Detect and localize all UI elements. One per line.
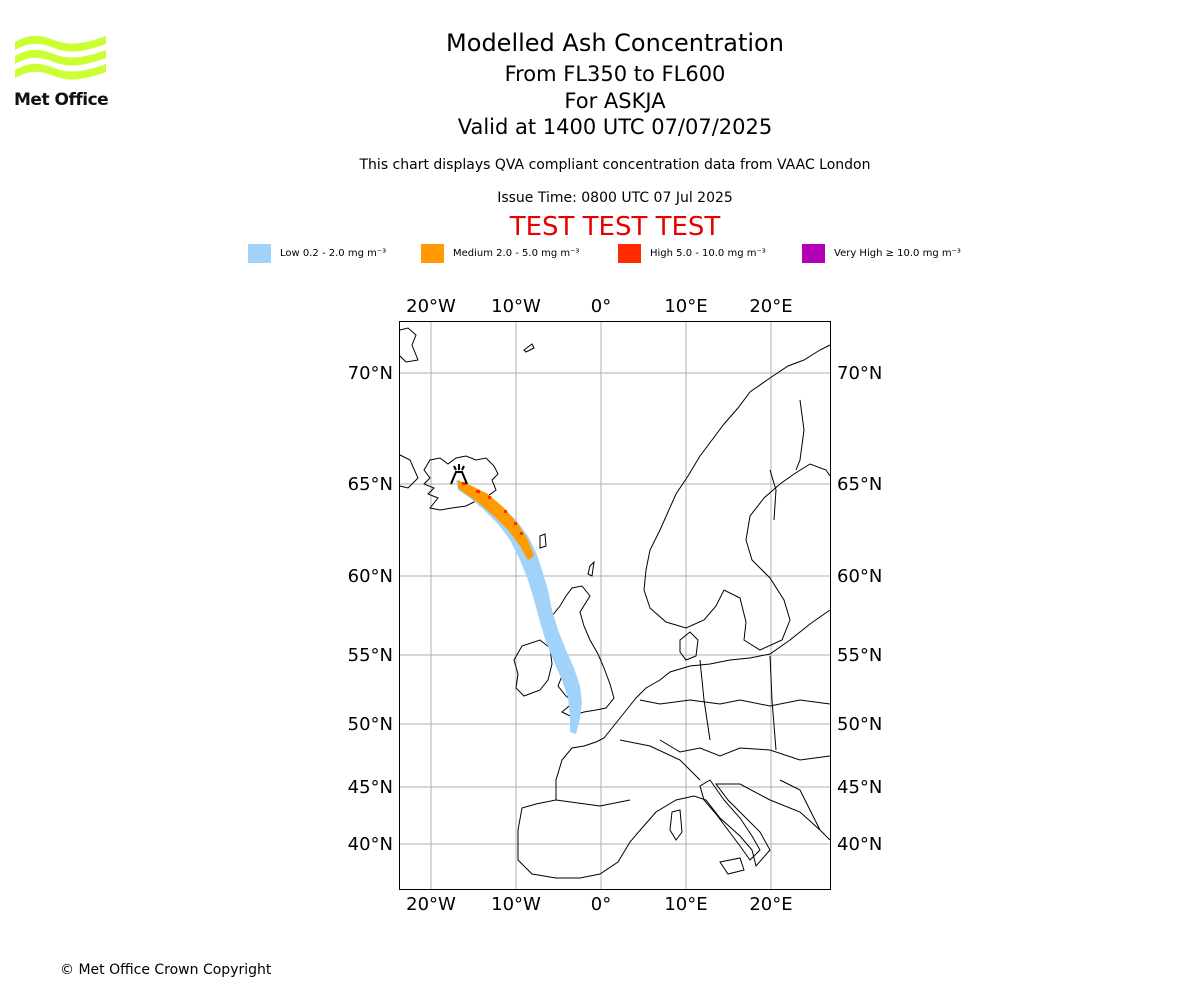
lat-label-right-45n: 45°N: [837, 777, 882, 798]
border-spain-france: [555, 799, 631, 807]
coast-iceland: [423, 455, 499, 511]
lon-label-top-20w: 20°W: [406, 296, 456, 317]
coast-sardinia: [669, 809, 683, 841]
logo-text: Met Office: [14, 90, 109, 110]
chart-title: Modelled Ash Concentration: [446, 29, 784, 57]
coast-shetland: [587, 560, 595, 577]
lat-label-right-50n: 50°N: [837, 714, 882, 735]
ash-high-speck: [488, 496, 491, 499]
lon-label-top-0: 0°: [591, 296, 611, 317]
coast-denmark: [679, 631, 699, 661]
legend-swatch-high: [618, 244, 641, 263]
border-central-europe-north: [639, 699, 831, 707]
lat-label-left-65n: 65°N: [348, 474, 393, 495]
coast-gulf-bothnia: [769, 469, 777, 521]
coast-italy: [699, 779, 761, 861]
ash-high-speck: [514, 522, 517, 525]
volcano-subtitle: For ASKJA: [564, 89, 666, 113]
border-france-swiss: [619, 739, 701, 781]
ash-high-speck: [520, 532, 523, 535]
legend-label-medium: Medium 2.0 - 5.0 mg m⁻³: [453, 248, 580, 259]
lat-label-left-70n: 70°N: [348, 363, 393, 384]
coast-ireland: [513, 639, 553, 697]
border-germany-west: [699, 659, 711, 741]
lat-label-left-50n: 50°N: [348, 714, 393, 735]
lon-label-bottom-10w: 10°W: [491, 894, 541, 915]
test-banner: TEST TEST TEST: [509, 212, 721, 242]
lat-label-left-40n: 40°N: [348, 834, 393, 855]
copyright-notice: © Met Office Crown Copyright: [60, 962, 272, 978]
lon-label-bottom-20e: 20°E: [749, 894, 792, 915]
coast-scandinavia: [643, 344, 831, 651]
legend-label-low: Low 0.2 - 2.0 mg m⁻³: [280, 248, 387, 259]
logo-waves-icon: [15, 35, 106, 80]
border-poland: [769, 655, 777, 751]
ash-high-speck: [504, 510, 507, 513]
lon-label-top-10w: 10°W: [491, 296, 541, 317]
border-central-europe-south: [659, 739, 831, 761]
lon-label-bottom-10e: 10°E: [664, 894, 707, 915]
lat-label-right-65n: 65°N: [837, 474, 882, 495]
lon-label-bottom-0: 0°: [591, 894, 611, 915]
issue-time: Issue Time: 0800 UTC 07 Jul 2025: [497, 190, 733, 206]
legend-swatch-low: [248, 244, 271, 263]
lat-label-right-55n: 55°N: [837, 645, 882, 666]
lat-label-left-55n: 55°N: [348, 645, 393, 666]
legend-item-very-high: Very High ≥ 10.0 mg m⁻³: [802, 244, 961, 263]
legend-item-medium: Medium 2.0 - 5.0 mg m⁻³: [421, 244, 579, 263]
coast-greenland: [399, 327, 419, 363]
map-frame: [399, 321, 831, 890]
ash-high-speck: [462, 482, 466, 485]
legend-item-low: Low 0.2 - 2.0 mg m⁻³: [248, 244, 386, 263]
volcano-icon: [450, 464, 468, 485]
lat-label-left-60n: 60°N: [348, 566, 393, 587]
qva-note: This chart displays QVA compliant concen…: [359, 157, 871, 173]
legend-swatch-medium: [421, 244, 444, 263]
legend-label-very-high: Very High ≥ 10.0 mg m⁻³: [834, 248, 961, 259]
coast-continental-europe: [517, 609, 831, 879]
flight-levels-subtitle: From FL350 to FL600: [504, 62, 726, 86]
coast-greenland-east: [399, 454, 419, 489]
lat-label-left-45n: 45°N: [348, 777, 393, 798]
legend-swatch-very-high: [802, 244, 825, 263]
map-tick-labels: 20°W 10°W 0° 10°E 20°E 20°W 10°W 0° 10°E…: [348, 296, 883, 915]
legend-item-high: High 5.0 - 10.0 mg m⁻³: [618, 244, 766, 263]
ash-plume-high: [462, 482, 523, 535]
coast-sicily: [719, 857, 745, 875]
border-sweden-norway: [795, 399, 805, 471]
border-balkans: [779, 779, 821, 831]
ash-high-speck: [476, 490, 480, 493]
legend-label-high: High 5.0 - 10.0 mg m⁻³: [650, 248, 766, 259]
coast-jan-mayen: [523, 343, 535, 353]
coast-faroe: [539, 533, 547, 549]
lon-label-bottom-20w: 20°W: [406, 894, 456, 915]
ash-plume-medium: [458, 480, 534, 560]
lon-label-top-10e: 10°E: [664, 296, 707, 317]
lat-label-right-40n: 40°N: [837, 834, 882, 855]
valid-time-subtitle: Valid at 1400 UTC 07/07/2025: [457, 115, 773, 139]
lon-label-top-20e: 20°E: [749, 296, 792, 317]
met-office-logo: Met Office: [14, 30, 109, 112]
map-gridlines: [400, 322, 830, 889]
lat-label-right-60n: 60°N: [837, 566, 882, 587]
lat-label-right-70n: 70°N: [837, 363, 882, 384]
